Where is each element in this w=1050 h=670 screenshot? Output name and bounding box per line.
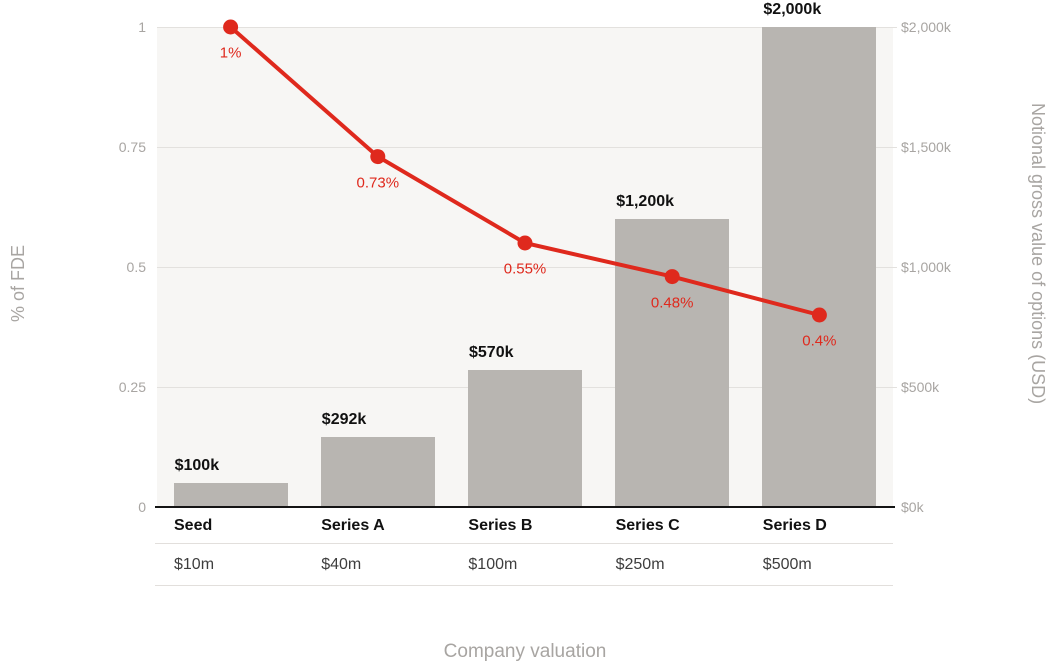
right-tick-label: $1,500k	[901, 139, 951, 155]
plot-area	[157, 19, 897, 507]
line-point-label: 1%	[219, 44, 242, 62]
left-tick-label: 1	[138, 19, 146, 35]
category-label: Series C	[615, 517, 680, 534]
x-axis-baseline	[155, 506, 895, 508]
right-axis-title: Notional gross value of options (USD)	[1028, 103, 1048, 405]
category-label: Series D	[762, 517, 827, 534]
fde-point	[664, 269, 680, 285]
bar-series-d	[762, 27, 877, 507]
table-separator	[155, 585, 893, 586]
gridline	[157, 147, 897, 148]
bar-series-a	[320, 436, 435, 507]
bar-value-label: $1,200k	[616, 193, 675, 210]
x-axis-title: Company valuation	[443, 641, 607, 662]
right-tick-label: $2,000k	[901, 19, 951, 35]
gridline	[157, 267, 897, 268]
line-point-label: 0.48%	[650, 294, 694, 312]
table-separator	[155, 543, 893, 544]
right-tick-label: $500k	[901, 379, 940, 395]
right-tick-label: $1,000k	[901, 259, 951, 275]
fde-point	[370, 149, 386, 165]
bar-series-b	[468, 370, 582, 507]
left-axis-title: % of FDE	[8, 245, 28, 323]
bar-value-label: $570k	[469, 344, 514, 362]
category-label: Series A	[321, 517, 385, 534]
fde-point	[517, 235, 533, 251]
valuation-label: $10m	[174, 556, 215, 573]
valuation-label: $250m	[615, 556, 665, 573]
line-point-label: 0.4%	[802, 332, 837, 350]
line-point-label: 0.55%	[503, 260, 547, 278]
bar-value-label: $100k	[174, 457, 220, 474]
left-tick-label: 0.25	[118, 379, 146, 395]
line-point-label: 0.73%	[356, 174, 400, 192]
valuation-label: $100m	[468, 556, 518, 573]
left-tick-label: 0.5	[126, 259, 146, 275]
category-label: Series B	[468, 517, 533, 534]
right-tick-label: $0k	[901, 499, 924, 515]
gridline	[157, 27, 897, 28]
valuation-label: $40m	[321, 556, 362, 573]
category-label: Seed	[174, 517, 213, 534]
fde-line-chart	[223, 19, 827, 323]
valuation-label: $500m	[762, 556, 812, 573]
fde-point	[811, 307, 827, 323]
bar-value-label: $2,000k	[763, 1, 822, 18]
bar-seed	[173, 483, 288, 507]
bar-value-label: $292k	[321, 410, 367, 428]
left-tick-label: 0.75	[118, 139, 146, 155]
fde-point	[223, 19, 239, 35]
left-tick-label: 0	[138, 499, 146, 515]
